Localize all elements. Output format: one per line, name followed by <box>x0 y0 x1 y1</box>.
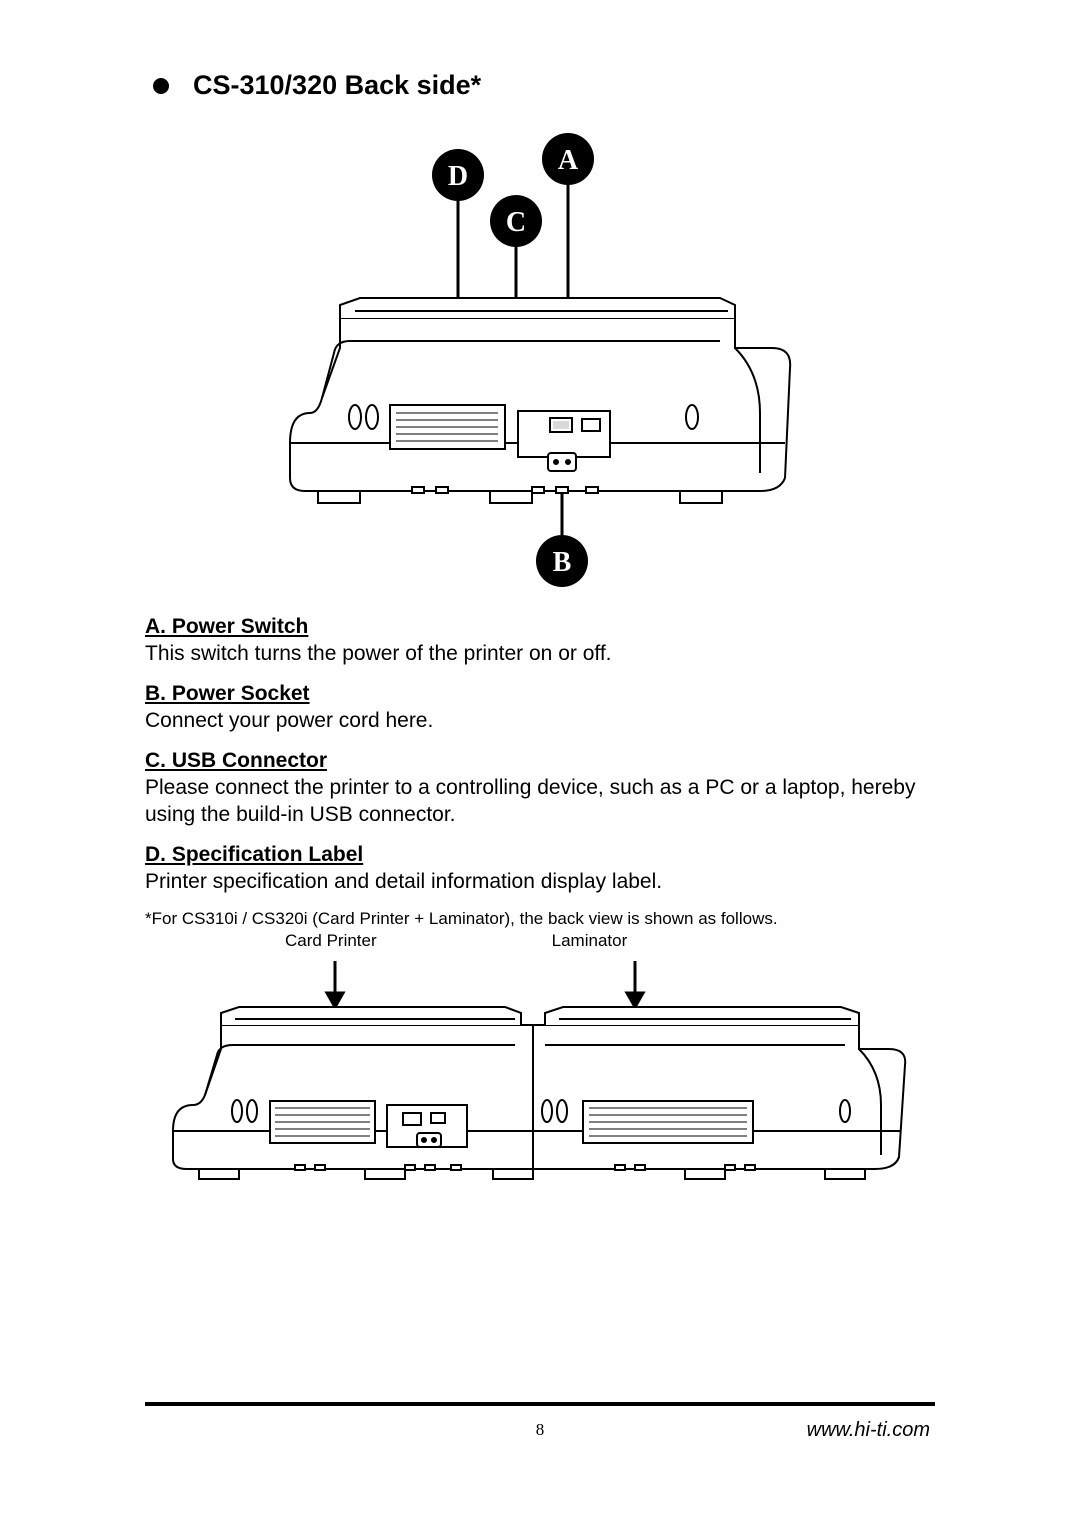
footer-url: www.hi-ti.com <box>807 1419 930 1442</box>
bullet-icon <box>153 78 169 94</box>
section-d-label: D. Specification Label <box>145 843 935 867</box>
callout-d: D <box>448 161 468 192</box>
figure2-labels: Card Printer Laminator <box>145 931 935 951</box>
section-a-text: This switch turns the power of the print… <box>145 641 935 668</box>
figure-printer-laminator <box>145 955 935 1185</box>
callout-c: C <box>506 207 526 238</box>
heading-row: CS-310/320 Back side* <box>153 70 935 101</box>
section-a-label: A. Power Switch <box>145 615 935 639</box>
section-d-text: Printer specification and detail informa… <box>145 869 935 896</box>
figure-backside: A D C B <box>145 113 935 593</box>
section-c-text: Please connect the printer to a controll… <box>145 775 935 829</box>
label-card-printer: Card Printer <box>285 931 377 951</box>
section-b-text: Connect your power cord here. <box>145 708 935 735</box>
callout-a: A <box>558 145 579 176</box>
footnote: *For CS310i / CS320i (Card Printer + Lam… <box>145 909 935 929</box>
callout-b: B <box>553 547 572 578</box>
footer-rule <box>145 1402 935 1406</box>
section-b-label: B. Power Socket <box>145 682 935 706</box>
page-title: CS-310/320 Back side* <box>193 70 481 101</box>
label-laminator: Laminator <box>552 931 628 951</box>
section-c-label: C. USB Connector <box>145 749 935 773</box>
